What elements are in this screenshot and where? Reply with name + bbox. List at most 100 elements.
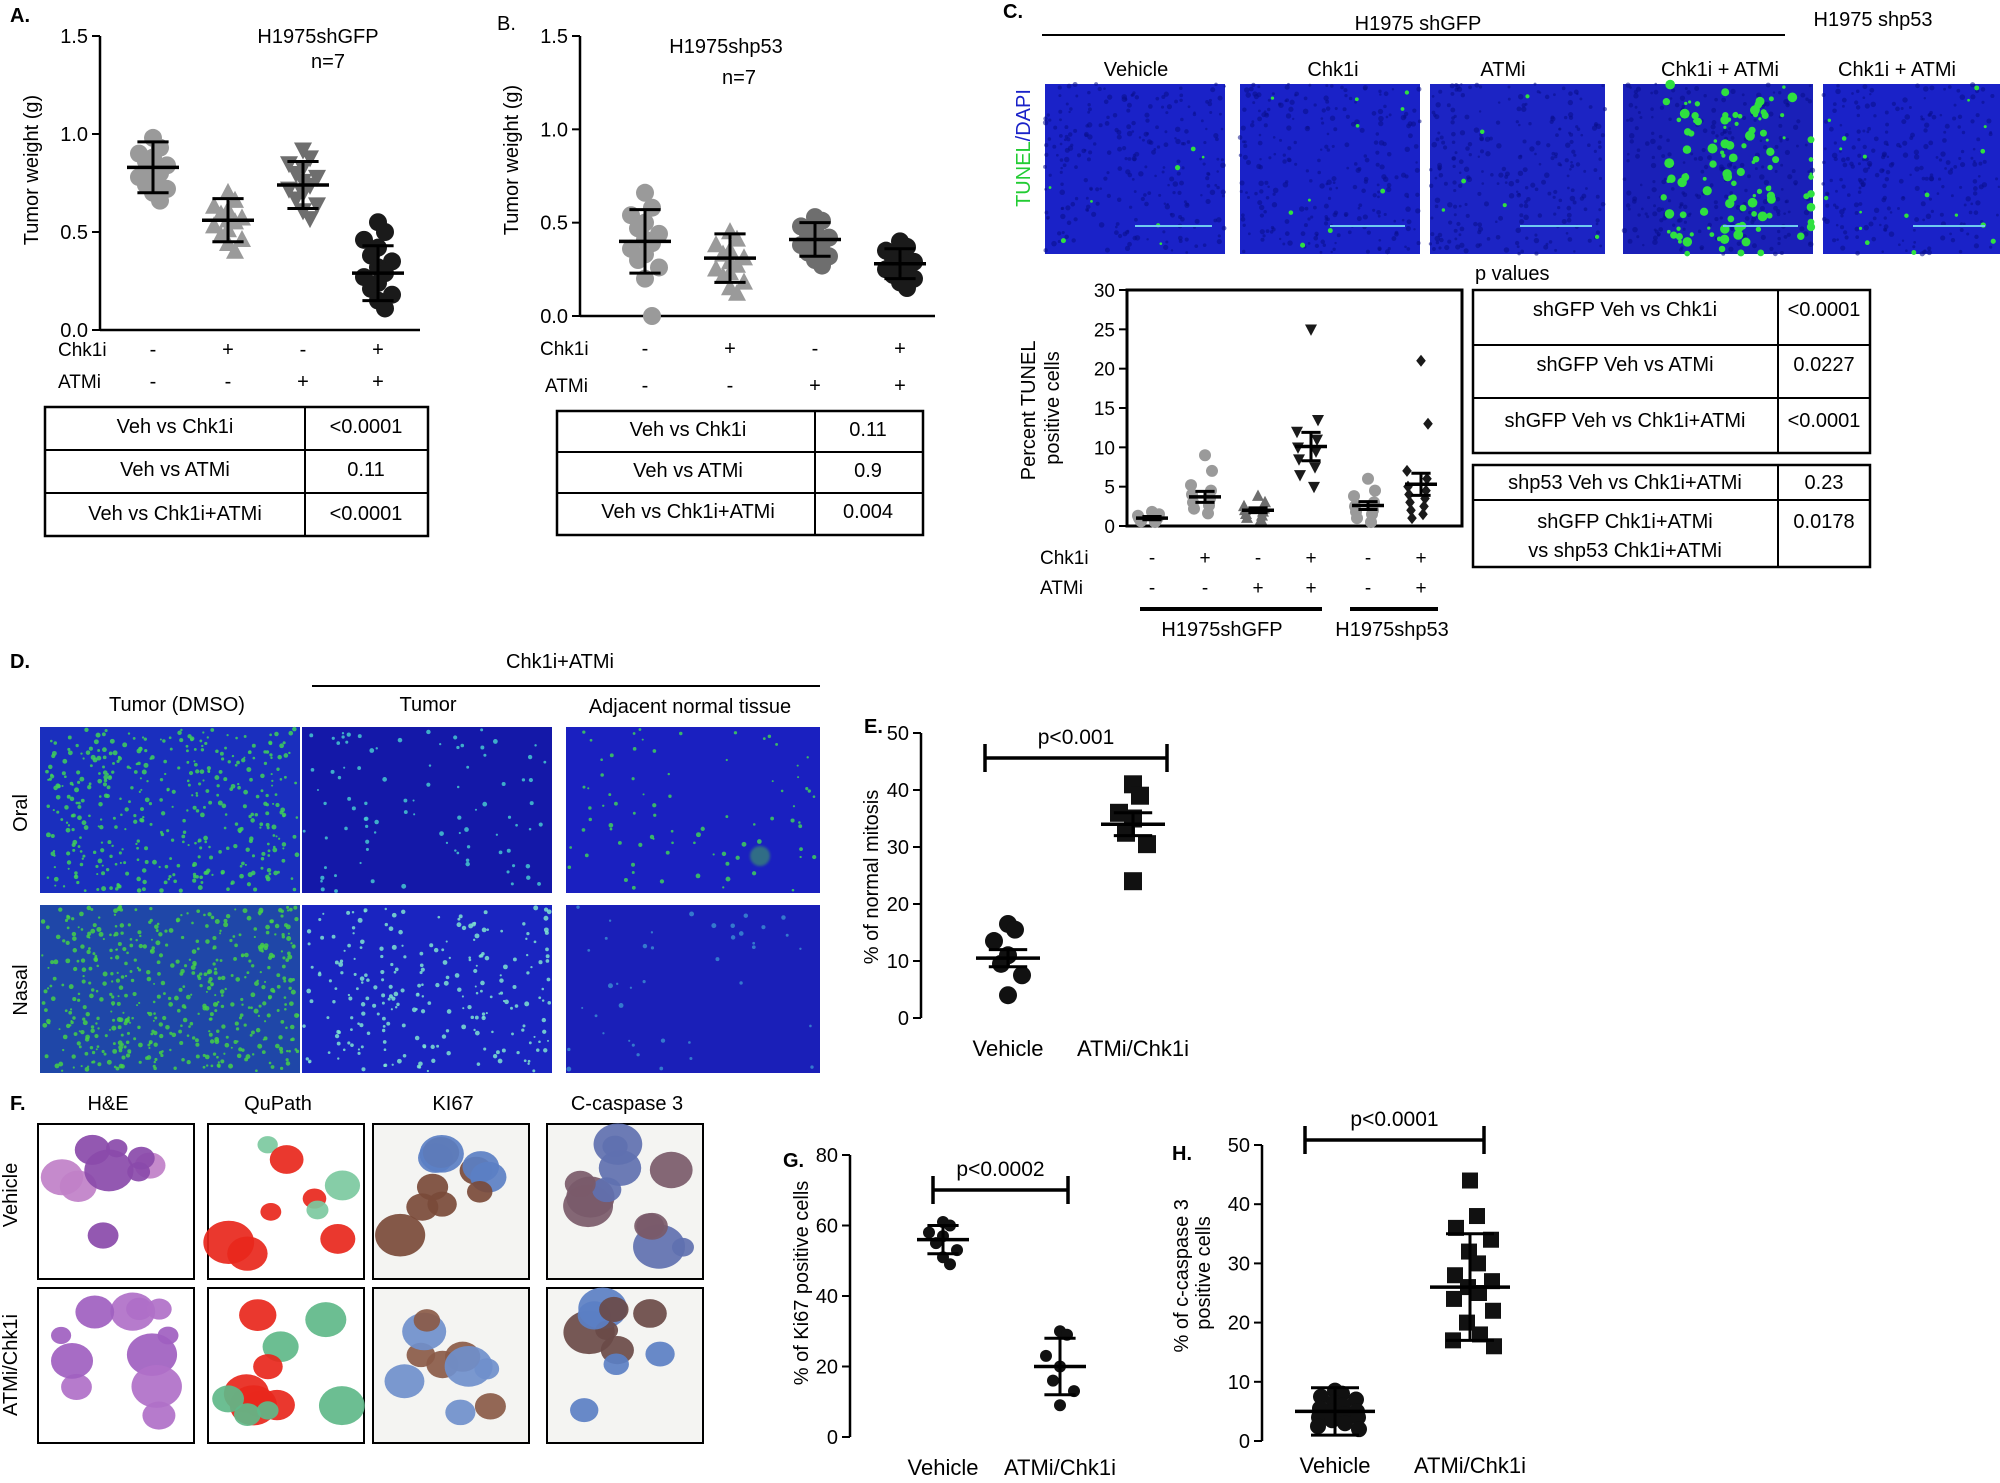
- stained-cell: [195, 809, 200, 813]
- stained-cell: [351, 926, 356, 930]
- nucleus: [1972, 147, 1976, 151]
- stained-cell: [306, 929, 312, 934]
- tunel-positive-cell: [1720, 150, 1725, 155]
- nucleus: [1929, 176, 1934, 182]
- nucleus: [1477, 191, 1482, 196]
- nucleus: [1363, 86, 1368, 91]
- nucleus: [1143, 193, 1147, 197]
- stained-cell: [137, 968, 142, 972]
- y-tick-label: 20: [887, 894, 909, 916]
- stained-cell: [68, 1010, 73, 1015]
- stained-cell: [118, 985, 124, 990]
- nucleus: [1895, 106, 1900, 112]
- nucleus: [1841, 184, 1846, 189]
- stained-cell: [67, 867, 70, 870]
- tissue-lobe: [375, 1213, 426, 1257]
- stained-cell: [279, 810, 284, 815]
- stained-cell: [614, 801, 618, 806]
- stained-cell: [473, 921, 477, 925]
- nucleus: [1263, 123, 1268, 128]
- stained-cell: [216, 1055, 219, 1059]
- stained-cell: [417, 983, 422, 988]
- panel-b-sign: +: [809, 375, 821, 397]
- tunel-positive-cell: [1723, 172, 1733, 182]
- panel-b-sign: +: [894, 338, 906, 360]
- nucleus: [1744, 188, 1748, 193]
- stained-cell: [474, 985, 477, 988]
- stained-cell: [267, 849, 271, 853]
- tunel-positive-cell: [1904, 213, 1909, 218]
- stained-cell: [201, 744, 204, 748]
- stained-cell: [148, 1041, 152, 1045]
- data-point: [813, 256, 831, 275]
- nucleus: [1453, 213, 1457, 217]
- stained-cell: [480, 980, 485, 986]
- stained-cell: [110, 1010, 113, 1013]
- tissue-lobe: [253, 1354, 283, 1380]
- stained-cell: [266, 867, 272, 873]
- nucleus: [1202, 162, 1206, 166]
- stained-cell: [272, 834, 276, 837]
- nucleus: [1913, 154, 1920, 160]
- stained-cell: [136, 846, 139, 850]
- stained-cell: [127, 732, 131, 735]
- nucleus: [1163, 142, 1169, 148]
- nucleus: [1635, 153, 1640, 159]
- nucleus: [1282, 242, 1286, 246]
- nucleus: [1587, 143, 1591, 148]
- stained-cell: [248, 959, 252, 963]
- stained-cell: [384, 907, 388, 911]
- nucleus: [1269, 230, 1274, 234]
- tunel-positive-cell: [1525, 94, 1530, 99]
- stained-cell: [629, 986, 633, 989]
- stained-cell: [77, 780, 81, 784]
- nucleus: [1537, 213, 1543, 218]
- nucleus: [1284, 84, 1290, 90]
- nucleus: [1888, 231, 1895, 237]
- nucleus: [1808, 84, 1812, 88]
- stained-cell: [357, 1022, 360, 1025]
- stained-cell: [208, 845, 211, 849]
- data-point: [301, 211, 319, 229]
- tunel-positive-cell: [1725, 140, 1735, 150]
- stained-cell: [239, 864, 243, 868]
- nucleus: [1869, 87, 1875, 93]
- nucleus: [1654, 82, 1658, 86]
- nucleus: [1126, 102, 1132, 108]
- nucleus: [1163, 91, 1169, 97]
- nucleus: [1167, 183, 1170, 187]
- stained-cell: [108, 751, 113, 756]
- stained-cell: [120, 813, 123, 817]
- tunel-positive-cell: [1702, 186, 1712, 196]
- stained-cell: [268, 872, 272, 876]
- nucleus: [1253, 94, 1259, 100]
- nucleus: [1703, 164, 1709, 170]
- stained-cell: [159, 738, 162, 741]
- stained-cell: [220, 975, 226, 981]
- stained-cell: [547, 1001, 552, 1005]
- nucleus: [1884, 176, 1890, 182]
- stained-cell: [631, 870, 635, 874]
- nucleus: [1221, 225, 1227, 231]
- nucleus: [1632, 226, 1638, 233]
- panel-a: A. H1975shGFP n=7 Tumor weight (g) 0.00.…: [10, 5, 430, 538]
- table-cell: shGFP Veh vs Chk1i+ATMi: [1504, 410, 1745, 432]
- nucleus: [1246, 159, 1252, 166]
- stained-cell: [188, 1025, 191, 1028]
- stained-cell: [56, 784, 61, 789]
- nucleus: [1658, 134, 1663, 139]
- stained-cell: [73, 1032, 78, 1036]
- stained-cell: [545, 947, 549, 952]
- stained-cell: [652, 837, 655, 840]
- stained-cell: [117, 756, 123, 761]
- stained-cell: [140, 807, 144, 812]
- nucleus: [1534, 233, 1538, 237]
- stained-cell: [221, 994, 224, 997]
- stained-cell: [215, 749, 219, 753]
- stained-cell: [609, 827, 613, 831]
- y-tick-label: 0: [827, 1427, 838, 1449]
- nucleus: [1434, 197, 1441, 204]
- stained-cell: [86, 949, 91, 955]
- nucleus: [1657, 145, 1662, 151]
- stained-cell: [567, 1047, 571, 1052]
